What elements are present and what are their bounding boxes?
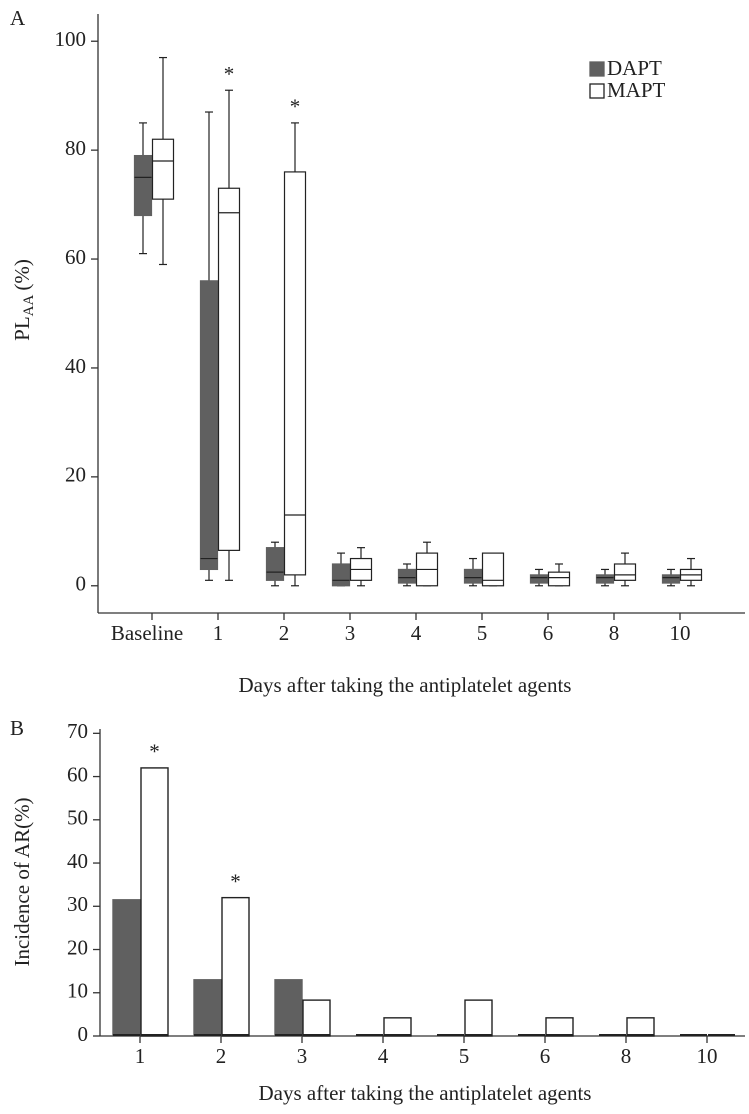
significance-mark: * [224, 62, 235, 86]
x-tick-label: 3 [297, 1044, 308, 1068]
y-title-unit: (%) [10, 259, 34, 290]
x-tick-label: Baseline [111, 621, 183, 645]
box [283, 171, 307, 576]
x-axis-title: Days after taking the antiplatelet agent… [259, 1081, 592, 1105]
x-tick-label: 10 [670, 621, 691, 645]
box [661, 574, 681, 584]
bar [545, 1017, 574, 1037]
panel-label: A [10, 6, 26, 30]
bar [302, 999, 331, 1037]
x-tick-label: 5 [477, 621, 488, 645]
bar [383, 1017, 412, 1037]
y-tick-label: 0 [78, 1022, 89, 1046]
y-axis-title: Incidence of AR(%) [10, 797, 34, 966]
x-tick-label: 1 [135, 1044, 146, 1068]
box [217, 187, 241, 551]
legend-label: MAPT [607, 78, 666, 102]
box [199, 280, 219, 571]
bar [626, 1017, 655, 1037]
y-tick-label: 100 [55, 27, 87, 51]
y-tick-label: 60 [65, 245, 86, 269]
bar [221, 896, 250, 1037]
y-tick-label: 60 [67, 762, 88, 786]
bar [274, 979, 303, 1037]
box [529, 574, 549, 584]
y-tick-label: 40 [67, 849, 88, 873]
x-tick-label: 6 [543, 621, 554, 645]
legend-swatch [589, 61, 605, 77]
y-tick-label: 30 [67, 892, 88, 916]
y-tick-label: 0 [76, 572, 87, 596]
box [265, 547, 285, 581]
x-tick-label: 8 [621, 1044, 632, 1068]
x-tick-label: 2 [216, 1044, 227, 1068]
x-tick-label: 2 [279, 621, 290, 645]
significance-mark: * [290, 95, 301, 119]
x-tick-label: 8 [609, 621, 620, 645]
panel-label: B [10, 716, 24, 740]
y-tick-label: 80 [65, 136, 86, 160]
x-tick-label: 4 [411, 621, 422, 645]
x-tick-label: 1 [213, 621, 224, 645]
bar [464, 999, 493, 1037]
y-tick-label: 70 [67, 719, 88, 743]
y-title-main: PL [10, 316, 34, 341]
x-tick-label: 10 [697, 1044, 718, 1068]
box [133, 154, 153, 217]
box [481, 552, 505, 587]
x-tick-label: 6 [540, 1044, 551, 1068]
x-axis-title: Days after taking the antiplatelet agent… [239, 673, 572, 697]
y-tick-label: 20 [65, 463, 86, 487]
box [331, 563, 351, 587]
significance-mark: * [230, 869, 241, 893]
x-tick-label: 4 [378, 1044, 389, 1068]
y-tick-label: 40 [65, 354, 86, 378]
y-axis-title: PLAA (%) [10, 259, 38, 341]
x-tick-label: 3 [345, 621, 356, 645]
y-tick-label: 50 [67, 806, 88, 830]
x-tick-label: 5 [459, 1044, 470, 1068]
y-title-sub: AA [21, 294, 37, 316]
y-tick-label: 20 [67, 935, 88, 959]
bar [193, 979, 222, 1037]
box [613, 563, 637, 581]
y-tick-label: 10 [67, 979, 88, 1003]
legend-label: DAPT [607, 56, 662, 80]
box [151, 138, 175, 200]
box [397, 568, 417, 584]
significance-mark: * [149, 740, 160, 764]
box [463, 568, 483, 584]
legend-swatch [589, 83, 605, 99]
bar [140, 767, 169, 1037]
bar [112, 899, 141, 1037]
box [595, 574, 615, 584]
box [547, 571, 571, 587]
